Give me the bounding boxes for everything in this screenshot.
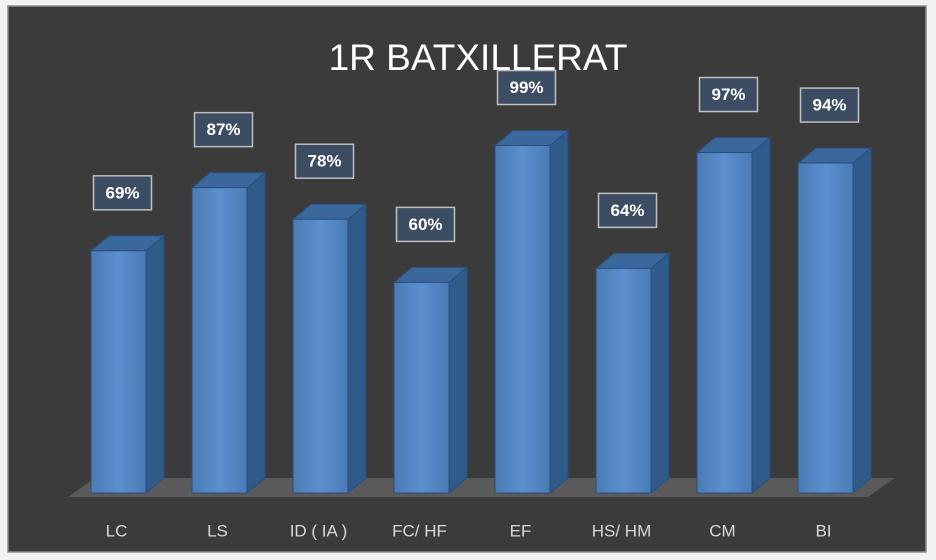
data-label: 94% [812,96,846,115]
data-label: 97% [711,85,745,104]
bar-side [448,266,468,495]
data-label-box [193,111,254,148]
chart-title: 1R BATXILLERAT [329,37,628,78]
x-tick-label: BI [815,521,831,540]
x-tick-label: LS [207,521,228,540]
data-label-box [496,69,557,106]
bar [595,267,652,494]
data-label-box [395,206,456,243]
bar [90,250,147,494]
x-tick-label: ID ( IA ) [290,521,348,540]
data-label-box [294,143,355,179]
floor [68,478,895,497]
bar [191,187,248,494]
bar [393,281,450,494]
data-label-box [698,76,759,113]
data-label-box [799,87,860,123]
data-label: 60% [408,215,442,234]
data-label: 99% [509,78,543,97]
bar [292,218,349,494]
x-tick-label: FC/ HF [392,521,447,540]
data-label: 64% [610,201,644,220]
data-label: 78% [307,152,341,171]
bar [494,145,551,494]
bar-side [145,234,165,495]
bar-side [549,129,569,495]
x-tick-label: CM [709,521,735,540]
bar-side [246,171,266,495]
x-tick-label: HS/ HM [592,521,652,540]
data-label-box [92,175,153,211]
x-tick-label: LC [106,521,128,540]
bar-side [650,252,670,495]
bar-side [347,203,367,495]
bar-side [751,136,771,495]
data-label-box [597,192,658,229]
data-label: 69% [105,183,139,202]
bar [696,152,753,494]
x-tick-label: EF [510,521,532,540]
bar-side [852,146,872,495]
data-label: 87% [206,120,240,139]
bar [797,162,854,494]
